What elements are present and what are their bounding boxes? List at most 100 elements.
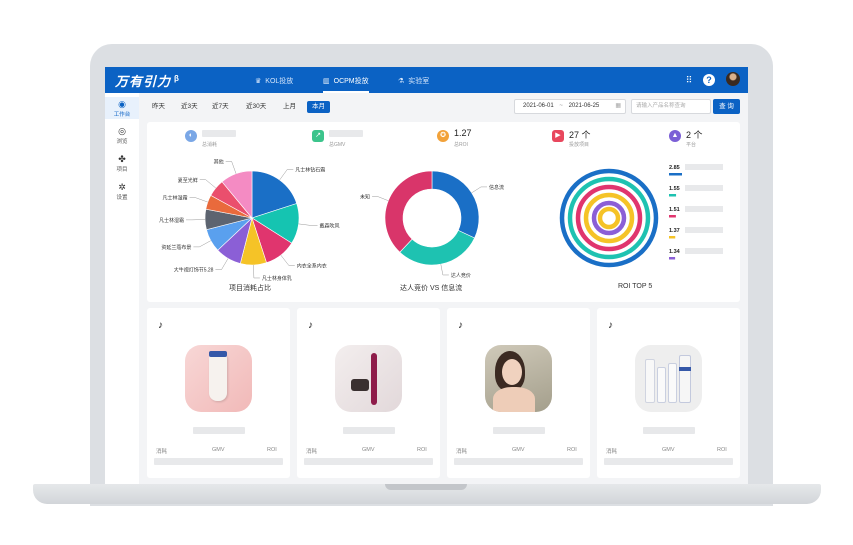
product-image-hair-styler (335, 345, 402, 412)
roi-ring (591, 200, 627, 236)
roi-bar (669, 215, 676, 218)
date-separator: ~ (559, 103, 563, 109)
calendar-icon: ▦ (615, 103, 621, 109)
tiktok-icon: ♪ (158, 320, 163, 331)
metric-roi-label: ROI (267, 447, 277, 453)
sidebar-item-settings[interactable]: ✲ 设置 (105, 182, 139, 202)
stat-label: 投放项目 (569, 142, 590, 148)
metric-values-placeholder (304, 458, 433, 465)
product-name-placeholder (493, 427, 545, 434)
metric-gmv-label: GMV (662, 447, 675, 453)
roi-name-placeholder (685, 185, 723, 191)
pie-leader-line (215, 258, 229, 270)
stat-label: 平台 (686, 142, 697, 148)
flask-icon: ⚗ (398, 78, 405, 85)
help-icon[interactable]: ? (703, 74, 715, 86)
roi-ring (559, 168, 659, 268)
pie-slice-label: 凡士林湿霜 (163, 195, 188, 202)
tab-lab[interactable]: ⚗ 实验室 (398, 74, 429, 88)
metric-gmv-label: GMV (512, 447, 525, 453)
gmv-icon: ↗ (312, 130, 324, 142)
user-avatar[interactable] (726, 72, 740, 86)
sidebar-item-label: 工作台 (113, 112, 131, 118)
product-name-placeholder (643, 427, 695, 434)
range-3days[interactable]: 近3天 (181, 103, 198, 110)
product-search-input[interactable]: 请输入产品名称查询 (631, 99, 711, 114)
metric-values-placeholder (154, 458, 283, 465)
sidebar-item-dashboard[interactable]: ◉ 工作台 (105, 97, 139, 119)
stat-value-placeholder (329, 130, 363, 137)
roi-bar (669, 236, 676, 239)
product-cards: ♪ 消耗 GMV ROI ♪ 消耗 GMV ROI ♪ (147, 308, 740, 480)
tab-kol[interactable]: ♛ KOL投放 (255, 74, 293, 88)
pie-leader-line (372, 196, 389, 201)
sidebar-item-projects[interactable]: ✤ 项目 (105, 154, 139, 174)
product-card[interactable]: ♪ 消耗 GMV ROI (447, 308, 590, 478)
tab-ocpm-label: OCPM投放 (333, 78, 369, 85)
product-card[interactable]: ♪ 消耗 GMV ROI (147, 308, 290, 478)
top-nav-bar: 万有引力 β ♛ KOL投放 ▥ OCPM投放 ⚗ 实验室 ⠿ ? (105, 67, 748, 93)
pie-leader-line (193, 240, 211, 248)
pie-slice-label: 凡士林身体乳 (262, 275, 292, 282)
pie-slice-label: 大牛视灯饰节5.28 (174, 267, 214, 274)
roi-value-label: 1.55 (669, 186, 680, 192)
stat-value: 27 个 (569, 130, 591, 140)
pie-slice-label: 达人竞价 (451, 272, 471, 279)
video-icon: ▶ (552, 130, 564, 142)
sidebar: ◉ 工作台 ◎ 浏览 ✤ 项目 ✲ 设置 (105, 93, 139, 484)
date-start: 2021-06-01 (523, 103, 554, 109)
pie-slice (384, 170, 433, 253)
date-range-picker[interactable]: 2021-06-01 ~ 2021-06-25 ▦ (514, 99, 626, 114)
platform-icon: ▲ (669, 130, 681, 142)
range-30days[interactable]: 近30天 (246, 103, 267, 110)
stat-label: 总ROI (454, 142, 468, 148)
tab-ocpm[interactable]: ▥ OCPM投放 (323, 74, 369, 93)
metric-values-placeholder (604, 458, 733, 465)
product-card[interactable]: ♪ 消耗 GMV ROI (597, 308, 740, 478)
tab-kol-label: KOL投放 (265, 78, 294, 85)
roi-ring (583, 192, 635, 244)
range-7days[interactable]: 近7天 (212, 103, 229, 110)
roi-ring (597, 206, 621, 230)
eye-icon: ◎ (118, 126, 126, 136)
metric-roi-label: ROI (567, 447, 577, 453)
tiktok-icon: ♪ (458, 320, 463, 331)
pie-leader-line (225, 161, 237, 174)
roi-ring (575, 184, 643, 252)
bar-chart-icon: ▥ (323, 78, 330, 85)
metric-roi-label: ROI (717, 447, 727, 453)
apps-grid-icon[interactable]: ⠿ (685, 75, 693, 85)
app-screen: 万有引力 β ♛ KOL投放 ▥ OCPM投放 ⚗ 实验室 ⠿ ? ◉ 工作台 ◎ 浏览 ✤… (105, 67, 748, 484)
grid-icon: ✤ (118, 154, 126, 164)
tiktok-icon: ♪ (308, 320, 313, 331)
pie-leader-line (298, 223, 318, 226)
product-image-lotion-tube (185, 345, 252, 412)
pie-leader-line (440, 264, 449, 276)
brand-logo[interactable]: 万有引力 β (115, 71, 180, 90)
range-this-month[interactable]: 本月 (307, 101, 330, 113)
metric-spend-label: 消耗 (606, 449, 618, 455)
pie-slice (221, 170, 253, 219)
pie-slice-label: 内衣全系内衣 (297, 262, 327, 269)
metric-gmv-label: GMV (212, 447, 225, 453)
filter-bar: 昨天 近3天 近7天 近30天 上月 本月 2021-06-01 ~ 2021-… (147, 98, 740, 116)
laptop-notch (385, 484, 467, 490)
query-button[interactable]: 查 询 (713, 99, 740, 114)
pie-chart-title: 项目消耗占比 (229, 285, 271, 292)
pie-leader-line (279, 169, 294, 181)
range-last-month[interactable]: 上月 (283, 103, 296, 110)
tab-lab-label: 实验室 (408, 78, 430, 85)
sidebar-item-browse[interactable]: ◎ 浏览 (105, 126, 139, 146)
product-card[interactable]: ♪ 消耗 GMV ROI (297, 308, 440, 478)
overview-panel: ◐ 总消耗 ↗ 总GMV ✪ 1.27 总ROI ▶ 27 个 投放项目 ▲ 2… (147, 122, 740, 302)
roi-chart-title: ROI TOP 5 (618, 283, 653, 290)
gear-icon: ✲ (118, 182, 126, 192)
medal-icon: ✪ (437, 130, 449, 142)
sidebar-item-label: 浏览 (116, 139, 128, 145)
tiktok-icon: ♪ (608, 320, 613, 331)
pie-slice (399, 229, 475, 266)
metric-roi-label: ROI (417, 447, 427, 453)
roi-ring (567, 176, 651, 260)
roi-value-label: 1.34 (669, 249, 681, 255)
range-yesterday[interactable]: 昨天 (152, 103, 165, 110)
